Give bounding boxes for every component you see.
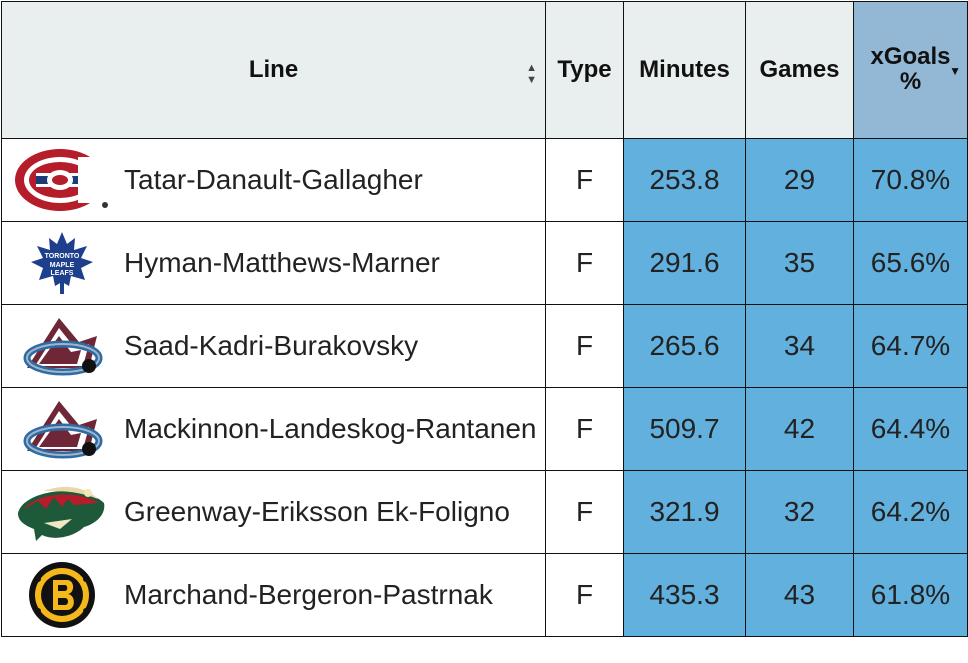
lines-table: Line ▲ ▼ Type Minutes Games xGoals % ▼ Ta…: [1, 1, 968, 637]
line-name: Hyman-Matthews-Marner: [124, 246, 440, 278]
minutes-cell: 291.6: [623, 221, 746, 305]
column-header-xgoals[interactable]: xGoals % ▼: [853, 1, 968, 139]
type-cell: F: [545, 387, 624, 471]
minutes-cell: 253.8: [623, 138, 746, 222]
table-row: Greenway-Eriksson Ek-Foligno F 321.9 32 64.2…: [1, 470, 968, 554]
table-row: Saad-Kadri-Burakovsky F 265.6 34 64.7%: [1, 304, 968, 388]
toronto-maple-leafs-logo-icon: TORONTO MAPLE LEAFS: [14, 228, 110, 298]
games-cell: 34: [745, 304, 854, 388]
column-header-games-label: Games: [759, 56, 840, 83]
minnesota-wild-logo-icon: [14, 477, 110, 547]
boston-bruins-logo-icon: [14, 560, 110, 630]
table-row: Marchand-Bergeron-Pastrnak F 435.3 43 61.8%: [1, 553, 968, 637]
xgoals-cell: 64.4%: [853, 387, 968, 471]
colorado-avalanche-logo-icon: [14, 394, 110, 464]
header-row: Line ▲ ▼ Type Minutes Games xGoals % ▼: [1, 1, 968, 139]
column-header-xgoals-label: xGoals %: [870, 42, 951, 96]
column-header-minutes-label: Minutes: [639, 56, 730, 83]
minutes-cell: 509.7: [623, 387, 746, 471]
svg-text:TORONTO: TORONTO: [45, 253, 80, 260]
line-cell: Saad-Kadri-Burakovsky: [1, 304, 546, 388]
minutes-cell: 321.9: [623, 470, 746, 554]
xgoals-cell: 64.7%: [853, 304, 968, 388]
line-cell: Greenway-Eriksson Ek-Foligno: [1, 470, 546, 554]
line-name: Tatar-Danault-Gallagher: [124, 163, 423, 195]
svg-text:MAPLE: MAPLE: [50, 262, 75, 269]
sort-desc-icon[interactable]: ▼: [949, 64, 961, 78]
xgoals-cell: 65.6%: [853, 221, 968, 305]
sort-both-icon[interactable]: ▲ ▼: [526, 62, 537, 86]
column-header-minutes[interactable]: Minutes: [623, 1, 746, 139]
line-name: Mackinnon-Landeskog-Rantanen: [124, 412, 537, 444]
type-cell: F: [545, 553, 624, 637]
line-cell: Marchand-Bergeron-Pastrnak: [1, 553, 546, 637]
line-name: Saad-Kadri-Burakovsky: [124, 329, 419, 361]
column-header-line[interactable]: Line ▲ ▼: [1, 1, 546, 139]
column-header-type[interactable]: Type: [545, 1, 624, 139]
colorado-avalanche-logo-icon: [14, 311, 110, 381]
column-header-type-label: Type: [557, 56, 612, 83]
type-cell: F: [545, 221, 624, 305]
type-cell: F: [545, 304, 624, 388]
line-cell: Tatar-Danault-Gallagher: [1, 138, 546, 222]
games-cell: 42: [745, 387, 854, 471]
line-name: Greenway-Eriksson Ek-Foligno: [124, 495, 510, 527]
line-cell: Mackinnon-Landeskog-Rantanen: [1, 387, 546, 471]
type-cell: F: [545, 138, 624, 222]
svg-text:LEAFS: LEAFS: [51, 270, 74, 277]
line-name: Marchand-Bergeron-Pastrnak: [124, 578, 493, 610]
montreal-canadiens-logo-icon: [14, 145, 110, 215]
table-row: Mackinnon-Landeskog-Rantanen F 509.7 42 64.4…: [1, 387, 968, 471]
line-cell: TORONTO MAPLE LEAFS Hyman-Matthews-Marner: [1, 221, 546, 305]
table-row: TORONTO MAPLE LEAFS Hyman-Matthews-Marner F 2…: [1, 221, 968, 305]
table-row: Tatar-Danault-Gallagher F 253.8 29 70.8%: [1, 138, 968, 222]
games-cell: 43: [745, 553, 854, 637]
minutes-cell: 435.3: [623, 553, 746, 637]
games-cell: 35: [745, 221, 854, 305]
games-cell: 32: [745, 470, 854, 554]
games-cell: 29: [745, 138, 854, 222]
xgoals-cell: 70.8%: [853, 138, 968, 222]
column-header-games[interactable]: Games: [745, 1, 854, 139]
xgoals-cell: 64.2%: [853, 470, 968, 554]
column-header-line-label: Line: [248, 56, 299, 83]
minutes-cell: 265.6: [623, 304, 746, 388]
type-cell: F: [545, 470, 624, 554]
xgoals-cell: 61.8%: [853, 553, 968, 637]
